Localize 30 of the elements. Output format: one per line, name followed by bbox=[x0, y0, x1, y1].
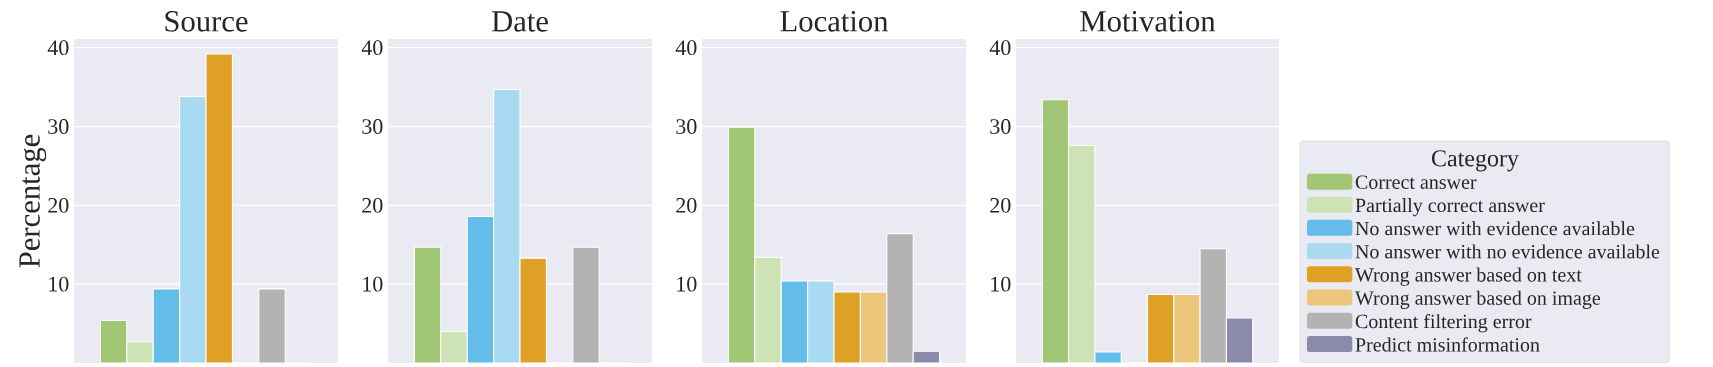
y-tick-label: 40 bbox=[675, 40, 697, 56]
legend-label: No answer with no evidence available bbox=[1355, 244, 1660, 259]
chart-title: Source bbox=[165, 11, 248, 32]
y-tick-label: 40 bbox=[47, 40, 69, 56]
y-tick-label: 10 bbox=[363, 276, 383, 292]
y-tick-label: 10 bbox=[991, 276, 1011, 292]
y-tick-label: 20 bbox=[990, 197, 1011, 213]
y-tick-label: 10 bbox=[677, 276, 697, 292]
y-tick-label: 30 bbox=[48, 119, 69, 134]
y-tick-label: 40 bbox=[361, 40, 383, 56]
y-tick-label: 20 bbox=[48, 197, 69, 213]
y-tick-label: 20 bbox=[362, 197, 383, 213]
legend-label: Content filtering error bbox=[1355, 313, 1532, 333]
y-tick-label: 30 bbox=[990, 119, 1011, 134]
chart-title: Motivation bbox=[1080, 11, 1216, 32]
y-tick-label: 30 bbox=[362, 119, 383, 134]
y-axis-title: Percentage bbox=[19, 134, 47, 268]
legend-label: No answer with evidence available bbox=[1355, 221, 1635, 236]
chart-title: Date bbox=[491, 11, 548, 32]
y-tick-label: 40 bbox=[989, 40, 1011, 56]
legend-label: Wrong answer based on image bbox=[1354, 290, 1601, 309]
legend-label: Predict misinformation bbox=[1355, 337, 1540, 352]
y-tick-label: 30 bbox=[676, 119, 697, 134]
chart-title: Location bbox=[780, 11, 889, 32]
legend-label: Partially correct answer bbox=[1355, 198, 1545, 217]
legend-title: Category bbox=[1431, 150, 1519, 172]
y-tick-label: 20 bbox=[676, 197, 697, 213]
y-tick-label: 10 bbox=[49, 276, 69, 292]
legend-label: Wrong answer based on text bbox=[1354, 267, 1582, 286]
legend-label: Correct answer bbox=[1355, 175, 1477, 189]
